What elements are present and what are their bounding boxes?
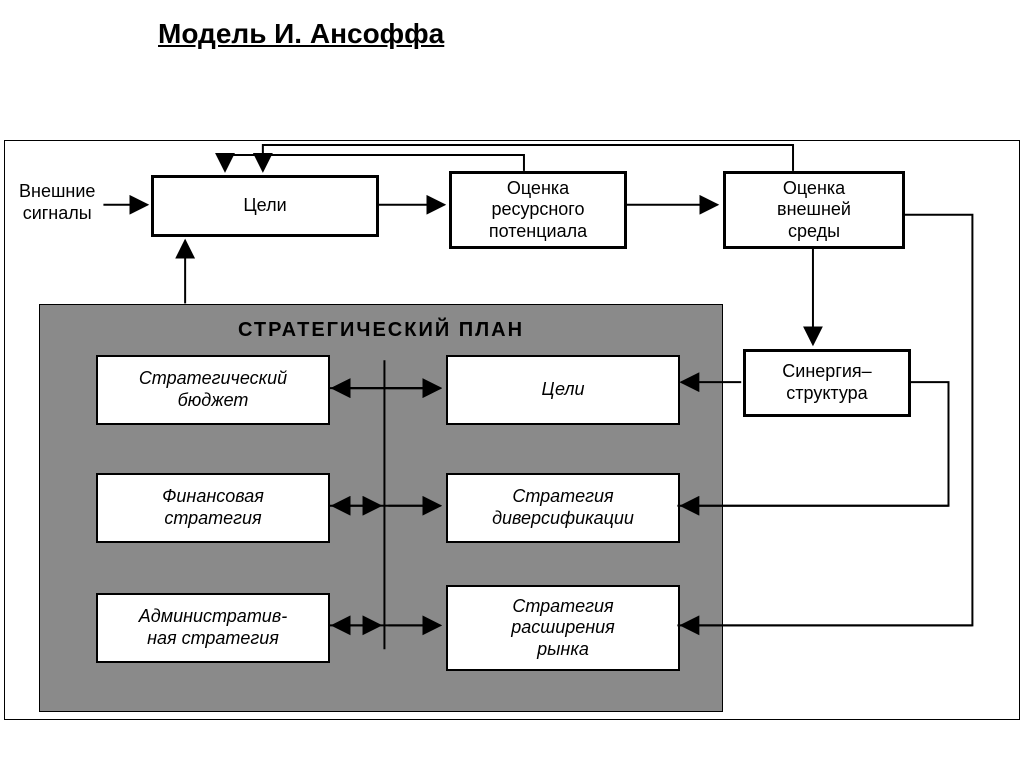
box-environment-assessment: Оценкавнешнейсреды bbox=[723, 171, 905, 249]
external-signals-label: Внешниесигналы bbox=[19, 181, 95, 224]
plan-box-financial: Финансоваястратегия bbox=[96, 473, 330, 543]
plan-box-budget: Стратегическийбюджет bbox=[96, 355, 330, 425]
plan-box-diversification: Стратегиядиверсификации bbox=[446, 473, 680, 543]
box-goals: Цели bbox=[151, 175, 379, 237]
plan-box-market: Стратегиярасширениярынка bbox=[446, 585, 680, 671]
box-resource-assessment: Оценкаресурсногопотенциала bbox=[449, 171, 627, 249]
plan-box-admin: Административ-ная стратегия bbox=[96, 593, 330, 663]
strategic-plan-container: СТРАТЕГИЧЕСКИЙ ПЛАН Стратегическийбюджет… bbox=[39, 304, 723, 712]
diagram-container: Внешниесигналы Цели Оценкаресурсногопоте… bbox=[4, 140, 1020, 720]
box-synergy-structure: Синергия–структура bbox=[743, 349, 911, 417]
plan-box-goals: Цели bbox=[446, 355, 680, 425]
strategic-plan-title: СТРАТЕГИЧЕСКИЙ ПЛАН bbox=[40, 319, 722, 342]
page-title: Модель И. Ансоффа bbox=[158, 18, 444, 50]
